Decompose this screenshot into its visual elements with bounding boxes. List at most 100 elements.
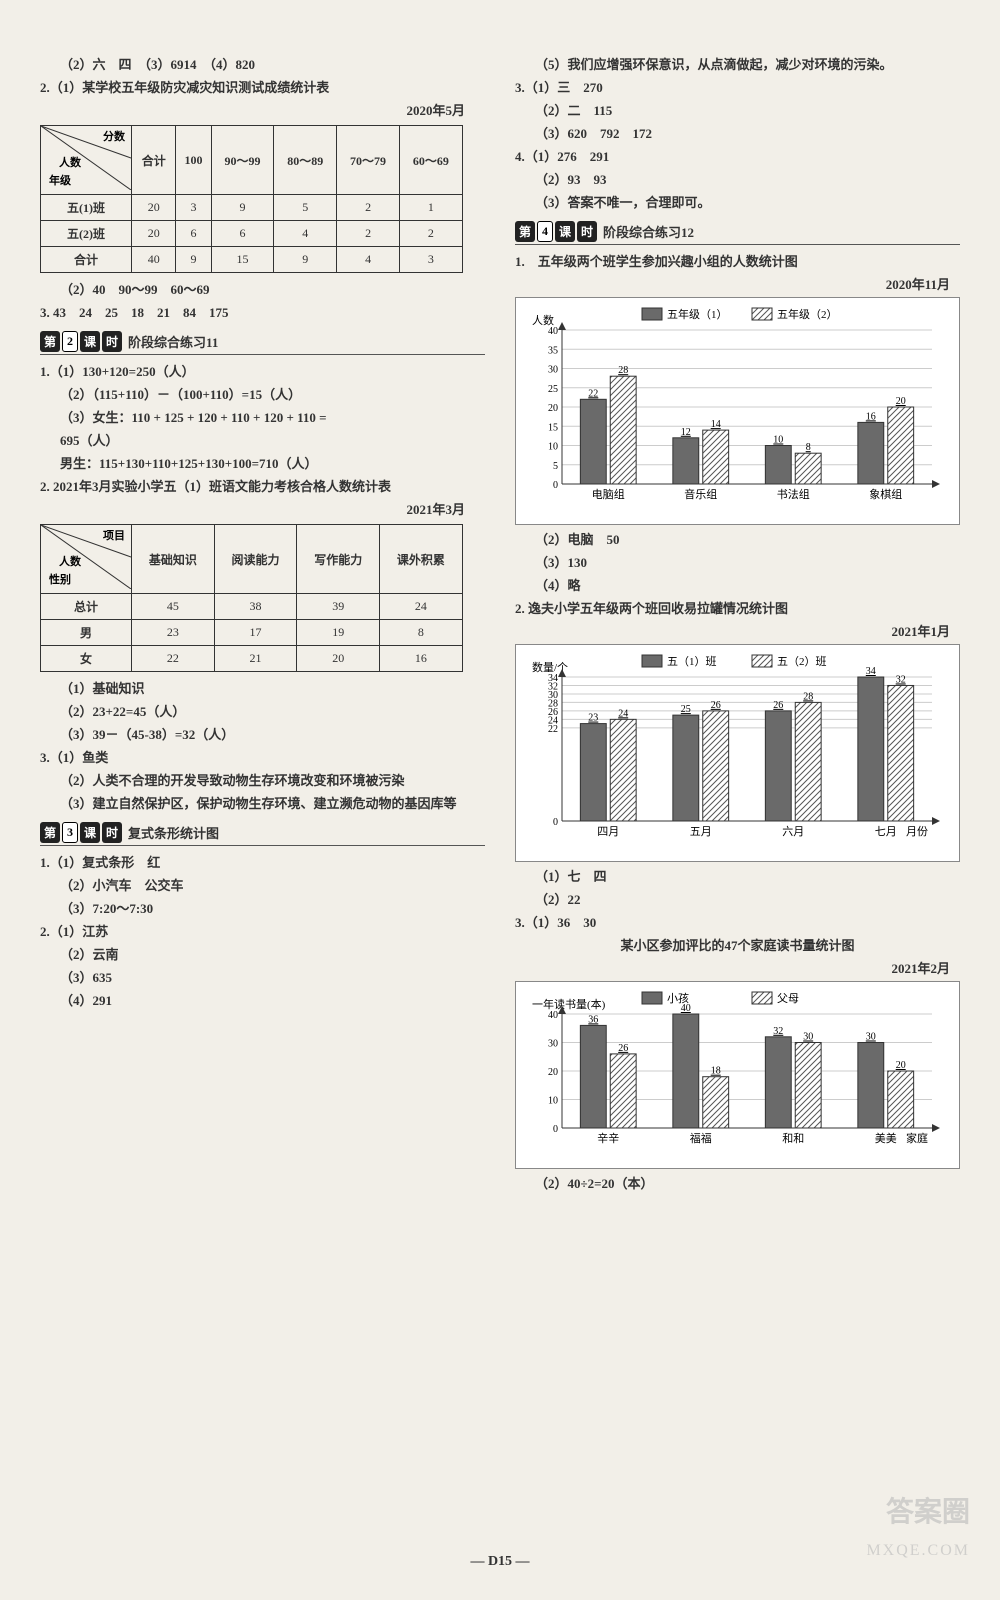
diagonal-header: 项目 人数 性别 <box>41 525 131 589</box>
svg-text:25: 25 <box>548 384 558 395</box>
page-footer: — D15 — <box>0 1554 1000 1570</box>
diag-mid: 人数 <box>59 554 82 568</box>
badge-num: 4 <box>537 221 553 242</box>
cell: 3 <box>176 195 211 221</box>
svg-text:福福: 福福 <box>690 1131 712 1145</box>
cell: 9 <box>211 195 274 221</box>
col-h: 写作能力 <box>297 525 380 594</box>
row-label: 五(2)班 <box>41 221 132 247</box>
cell: 24 <box>380 594 463 620</box>
text: （3）7:20～7:30 <box>40 898 485 917</box>
svg-text:五（1）班: 五（1）班 <box>667 655 717 668</box>
svg-text:辛辛: 辛辛 <box>597 1131 619 1145</box>
text: （2）22 <box>515 889 960 908</box>
text: 695（人） <box>40 430 485 449</box>
cell: 4 <box>337 247 400 273</box>
cell: 6 <box>211 221 274 247</box>
svg-text:四月: 四月 <box>597 826 619 838</box>
svg-text:五（2）班: 五（2）班 <box>777 655 827 668</box>
text: （2）40 90～99 60～69 <box>40 279 485 298</box>
svg-text:五月: 五月 <box>690 826 712 838</box>
text: 3.（1）鱼类 <box>40 747 485 766</box>
svg-text:24: 24 <box>618 708 628 719</box>
two-columns: （2）六 四 （3）6914 （4）820 2.（1）某学校五年级防灾减灾知识测… <box>40 50 960 1196</box>
row-label: 女 <box>41 646 132 672</box>
diag-top: 项目 <box>103 529 125 542</box>
text: 男生：115+130+110+125+130+100=710（人） <box>40 453 485 472</box>
svg-text:12: 12 <box>681 427 691 438</box>
svg-text:五年级（1）: 五年级（1） <box>667 307 728 321</box>
chart3-title: 某小区参加评比的47个家庭读书量统计图 <box>515 935 960 954</box>
table-row: 合计 40 9 15 9 4 3 <box>41 247 463 273</box>
cell: 21 <box>214 646 297 672</box>
badge: 课 <box>80 331 100 352</box>
col-h: 阅读能力 <box>214 525 297 594</box>
svg-text:40: 40 <box>548 1010 558 1021</box>
cell: 16 <box>380 646 463 672</box>
cell: 20 <box>132 221 176 247</box>
svg-text:26: 26 <box>711 700 721 711</box>
svg-text:象棋组: 象棋组 <box>869 487 902 501</box>
badge-num: 3 <box>62 822 78 843</box>
svg-text:30: 30 <box>866 1032 876 1043</box>
svg-text:10: 10 <box>548 1096 558 1107</box>
section-title: 复式条形统计图 <box>128 823 219 842</box>
cell: 2 <box>337 195 400 221</box>
svg-text:30: 30 <box>548 365 558 376</box>
svg-text:5: 5 <box>553 461 558 472</box>
svg-text:家庭: 家庭 <box>906 1131 928 1145</box>
date: 2021年3月 <box>40 499 485 518</box>
row-label: 合计 <box>41 247 132 273</box>
svg-text:14: 14 <box>711 419 721 430</box>
svg-text:20: 20 <box>896 396 906 407</box>
table-1: 分数 人数 年级 合计 100 90～99 80～89 70～79 60～69 … <box>40 125 463 273</box>
svg-text:和和: 和和 <box>782 1132 804 1145</box>
text: （4）略 <box>515 575 960 594</box>
cell: 40 <box>132 247 176 273</box>
text: （4）291 <box>40 990 485 1009</box>
row-label: 男 <box>41 620 132 646</box>
svg-text:音乐组: 音乐组 <box>684 487 717 501</box>
watermark-url: MXQE.COM <box>866 1542 970 1560</box>
svg-text:40: 40 <box>681 1003 691 1014</box>
badge: 第 <box>40 822 60 843</box>
svg-text:20: 20 <box>548 403 558 414</box>
cell: 22 <box>132 646 215 672</box>
text: （2）云南 <box>40 944 485 963</box>
section-title: 阶段综合练习12 <box>603 222 694 241</box>
text: （2）二 115 <box>515 100 960 119</box>
text: 1.（1）复式条形 红 <box>40 852 485 871</box>
svg-text:32: 32 <box>773 1026 783 1037</box>
badge: 课 <box>555 221 575 242</box>
svg-text:五年级（2）: 五年级（2） <box>777 307 838 321</box>
section-title: 阶段综合练习11 <box>128 332 218 351</box>
table-row: 五(1)班 20 3 9 5 2 1 <box>41 195 463 221</box>
section-header-3: 第 3 课 时 复式条形统计图 <box>40 822 485 846</box>
text: （2）六 四 （3）6914 （4）820 <box>40 54 485 73</box>
table-row: 女 22 21 20 16 <box>41 646 463 672</box>
text: （3）620 792 172 <box>515 123 960 142</box>
cell: 6 <box>176 221 211 247</box>
svg-text:28: 28 <box>803 691 813 702</box>
badge: 第 <box>40 331 60 352</box>
cell: 1 <box>399 195 462 221</box>
text: （1）基础知识 <box>40 678 485 697</box>
cell: 4 <box>274 221 337 247</box>
section-header-2: 第 2 课 时 阶段综合练习11 <box>40 331 485 355</box>
text: 2.（1）某学校五年级防灾减灾知识测试成绩统计表 <box>40 77 485 96</box>
svg-text:0: 0 <box>553 1124 558 1135</box>
text: 2.（1）江苏 <box>40 921 485 940</box>
cell: 3 <box>399 247 462 273</box>
cell: 9 <box>176 247 211 273</box>
svg-text:六月: 六月 <box>782 825 804 838</box>
date: 2020年11月 <box>515 274 960 293</box>
text: 1.（1）130+120=250（人） <box>40 361 485 380</box>
text: （2）（115+110）－（100+110）=15（人） <box>40 384 485 403</box>
cell: 2 <box>337 221 400 247</box>
table-row: 五(2)班 20 6 6 4 2 2 <box>41 221 463 247</box>
date: 2020年5月 <box>40 100 485 119</box>
chart-3: 小孩父母一年读书量(本)0102030403626辛辛4018福福3230和和3… <box>515 981 960 1169</box>
svg-text:20: 20 <box>548 1067 558 1078</box>
col-h: 90～99 <box>211 126 274 195</box>
svg-text:0: 0 <box>553 480 558 491</box>
